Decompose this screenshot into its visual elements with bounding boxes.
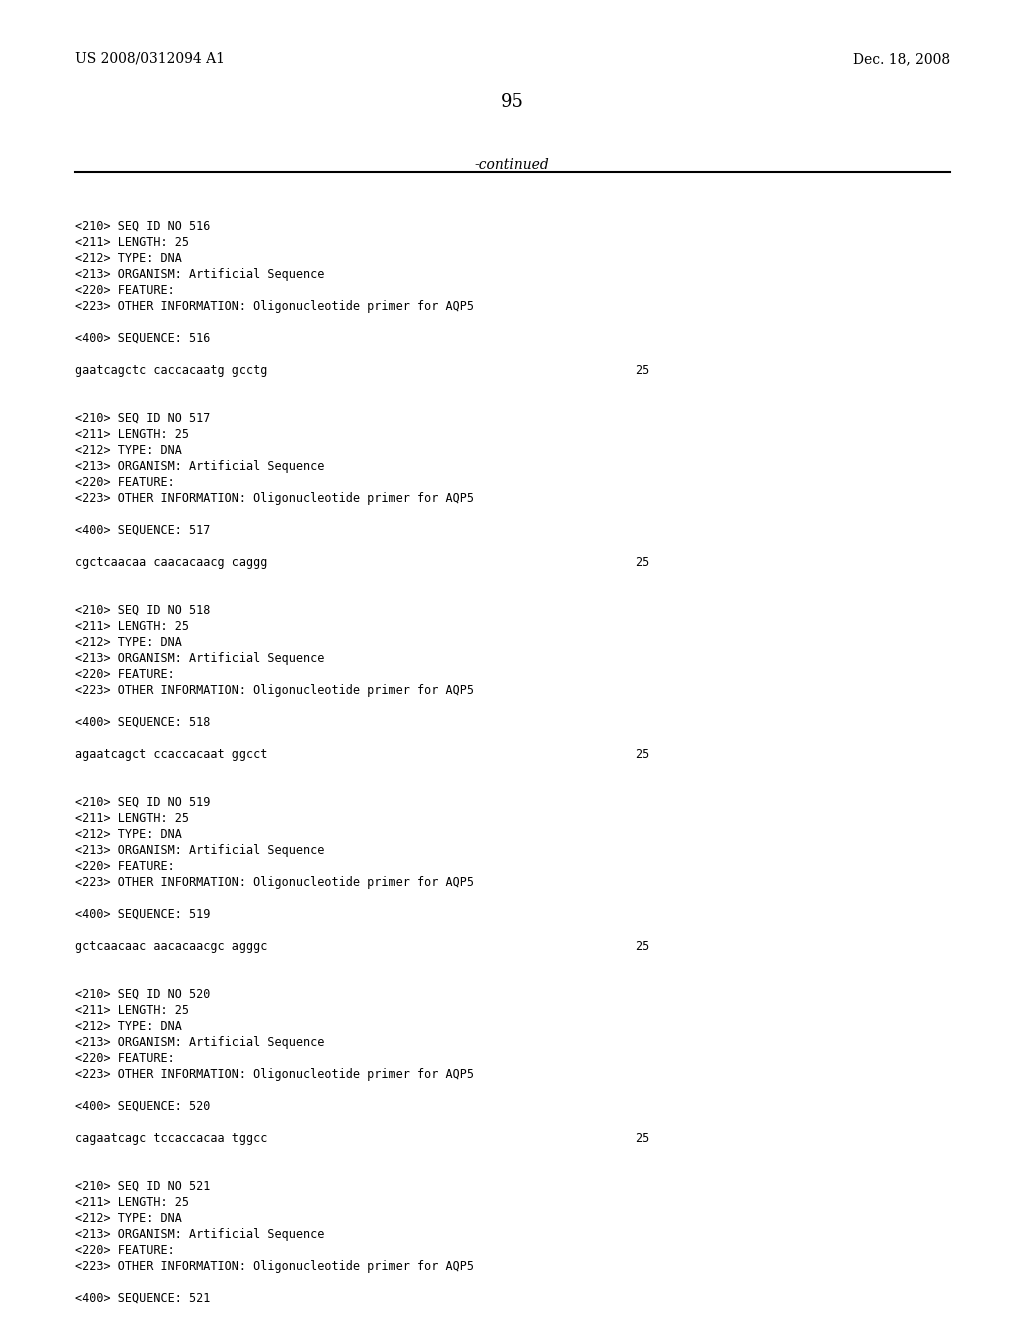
Text: <223> OTHER INFORMATION: Oligonucleotide primer for AQP5: <223> OTHER INFORMATION: Oligonucleotide… xyxy=(75,1261,474,1272)
Text: cagaatcagc tccaccacaa tggcc: cagaatcagc tccaccacaa tggcc xyxy=(75,1133,267,1144)
Text: <213> ORGANISM: Artificial Sequence: <213> ORGANISM: Artificial Sequence xyxy=(75,1036,325,1049)
Text: 25: 25 xyxy=(635,1133,649,1144)
Text: cgctcaacaa caacacaacg caggg: cgctcaacaa caacacaacg caggg xyxy=(75,556,267,569)
Text: <211> LENGTH: 25: <211> LENGTH: 25 xyxy=(75,812,189,825)
Text: <213> ORGANISM: Artificial Sequence: <213> ORGANISM: Artificial Sequence xyxy=(75,1228,325,1241)
Text: gctcaacaac aacacaacgc agggc: gctcaacaac aacacaacgc agggc xyxy=(75,940,267,953)
Text: <223> OTHER INFORMATION: Oligonucleotide primer for AQP5: <223> OTHER INFORMATION: Oligonucleotide… xyxy=(75,684,474,697)
Text: <210> SEQ ID NO 518: <210> SEQ ID NO 518 xyxy=(75,605,210,616)
Text: 25: 25 xyxy=(635,748,649,762)
Text: <212> TYPE: DNA: <212> TYPE: DNA xyxy=(75,1020,182,1034)
Text: <211> LENGTH: 25: <211> LENGTH: 25 xyxy=(75,1005,189,1016)
Text: <211> LENGTH: 25: <211> LENGTH: 25 xyxy=(75,236,189,249)
Text: <213> ORGANISM: Artificial Sequence: <213> ORGANISM: Artificial Sequence xyxy=(75,843,325,857)
Text: <400> SEQUENCE: 520: <400> SEQUENCE: 520 xyxy=(75,1100,210,1113)
Text: <211> LENGTH: 25: <211> LENGTH: 25 xyxy=(75,428,189,441)
Text: Dec. 18, 2008: Dec. 18, 2008 xyxy=(853,51,950,66)
Text: <213> ORGANISM: Artificial Sequence: <213> ORGANISM: Artificial Sequence xyxy=(75,652,325,665)
Text: -continued: -continued xyxy=(475,158,549,172)
Text: <212> TYPE: DNA: <212> TYPE: DNA xyxy=(75,828,182,841)
Text: <211> LENGTH: 25: <211> LENGTH: 25 xyxy=(75,620,189,634)
Text: <211> LENGTH: 25: <211> LENGTH: 25 xyxy=(75,1196,189,1209)
Text: <400> SEQUENCE: 517: <400> SEQUENCE: 517 xyxy=(75,524,210,537)
Text: <213> ORGANISM: Artificial Sequence: <213> ORGANISM: Artificial Sequence xyxy=(75,268,325,281)
Text: <220> FEATURE:: <220> FEATURE: xyxy=(75,477,175,488)
Text: <223> OTHER INFORMATION: Oligonucleotide primer for AQP5: <223> OTHER INFORMATION: Oligonucleotide… xyxy=(75,300,474,313)
Text: <210> SEQ ID NO 519: <210> SEQ ID NO 519 xyxy=(75,796,210,809)
Text: <212> TYPE: DNA: <212> TYPE: DNA xyxy=(75,1212,182,1225)
Text: <212> TYPE: DNA: <212> TYPE: DNA xyxy=(75,252,182,265)
Text: <220> FEATURE:: <220> FEATURE: xyxy=(75,861,175,873)
Text: 25: 25 xyxy=(635,940,649,953)
Text: US 2008/0312094 A1: US 2008/0312094 A1 xyxy=(75,51,225,66)
Text: <400> SEQUENCE: 516: <400> SEQUENCE: 516 xyxy=(75,333,210,345)
Text: 25: 25 xyxy=(635,364,649,378)
Text: gaatcagctc caccacaatg gcctg: gaatcagctc caccacaatg gcctg xyxy=(75,364,267,378)
Text: <213> ORGANISM: Artificial Sequence: <213> ORGANISM: Artificial Sequence xyxy=(75,459,325,473)
Text: <210> SEQ ID NO 517: <210> SEQ ID NO 517 xyxy=(75,412,210,425)
Text: <220> FEATURE:: <220> FEATURE: xyxy=(75,1243,175,1257)
Text: <210> SEQ ID NO 521: <210> SEQ ID NO 521 xyxy=(75,1180,210,1193)
Text: <400> SEQUENCE: 518: <400> SEQUENCE: 518 xyxy=(75,715,210,729)
Text: 95: 95 xyxy=(501,92,523,111)
Text: <400> SEQUENCE: 519: <400> SEQUENCE: 519 xyxy=(75,908,210,921)
Text: <212> TYPE: DNA: <212> TYPE: DNA xyxy=(75,636,182,649)
Text: <210> SEQ ID NO 520: <210> SEQ ID NO 520 xyxy=(75,987,210,1001)
Text: <220> FEATURE:: <220> FEATURE: xyxy=(75,284,175,297)
Text: <223> OTHER INFORMATION: Oligonucleotide primer for AQP5: <223> OTHER INFORMATION: Oligonucleotide… xyxy=(75,876,474,888)
Text: <400> SEQUENCE: 521: <400> SEQUENCE: 521 xyxy=(75,1292,210,1305)
Text: agaatcagct ccaccacaat ggcct: agaatcagct ccaccacaat ggcct xyxy=(75,748,267,762)
Text: <223> OTHER INFORMATION: Oligonucleotide primer for AQP5: <223> OTHER INFORMATION: Oligonucleotide… xyxy=(75,1068,474,1081)
Text: <220> FEATURE:: <220> FEATURE: xyxy=(75,668,175,681)
Text: 25: 25 xyxy=(635,556,649,569)
Text: <220> FEATURE:: <220> FEATURE: xyxy=(75,1052,175,1065)
Text: <223> OTHER INFORMATION: Oligonucleotide primer for AQP5: <223> OTHER INFORMATION: Oligonucleotide… xyxy=(75,492,474,506)
Text: <212> TYPE: DNA: <212> TYPE: DNA xyxy=(75,444,182,457)
Text: <210> SEQ ID NO 516: <210> SEQ ID NO 516 xyxy=(75,220,210,234)
